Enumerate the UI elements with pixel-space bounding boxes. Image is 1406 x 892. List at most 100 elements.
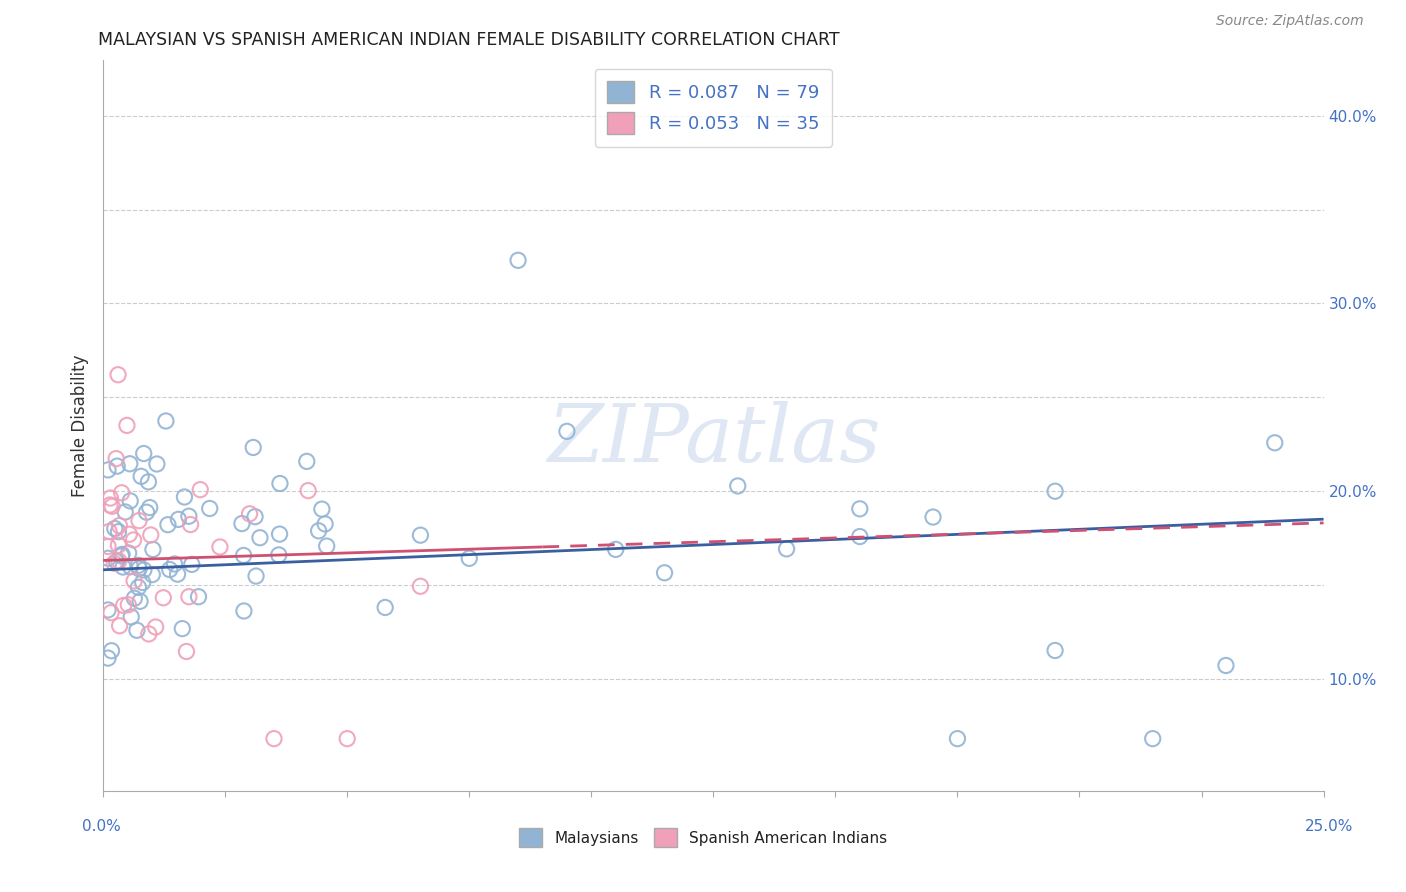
- Point: [946, 731, 969, 746]
- Point: [167, 512, 190, 526]
- Point: [111, 548, 134, 562]
- Point: [98, 524, 121, 539]
- Point: [138, 627, 160, 641]
- Point: [177, 590, 200, 604]
- Point: [107, 368, 129, 382]
- Point: [117, 546, 139, 560]
- Point: [297, 483, 319, 498]
- Point: [138, 475, 160, 489]
- Point: [605, 542, 627, 557]
- Point: [242, 441, 264, 455]
- Point: [177, 509, 200, 524]
- Point: [131, 575, 153, 590]
- Point: [155, 414, 177, 428]
- Point: [97, 540, 120, 554]
- Point: [129, 594, 152, 608]
- Point: [118, 527, 141, 541]
- Point: [97, 651, 120, 665]
- Text: ZIPatlas: ZIPatlas: [547, 401, 880, 479]
- Point: [409, 579, 432, 593]
- Point: [122, 533, 145, 547]
- Point: [120, 610, 142, 624]
- Point: [374, 600, 396, 615]
- Point: [112, 599, 135, 613]
- Point: [308, 524, 330, 538]
- Point: [117, 598, 139, 612]
- Point: [132, 563, 155, 577]
- Point: [128, 514, 150, 528]
- Point: [727, 479, 749, 493]
- Point: [409, 528, 432, 542]
- Point: [159, 563, 181, 577]
- Point: [115, 418, 138, 433]
- Point: [110, 549, 132, 563]
- Point: [198, 501, 221, 516]
- Point: [118, 457, 141, 471]
- Point: [141, 567, 163, 582]
- Point: [267, 548, 290, 562]
- Point: [128, 562, 150, 576]
- Point: [231, 516, 253, 531]
- Legend: Malaysians, Spanish American Indians: Malaysians, Spanish American Indians: [513, 822, 893, 853]
- Point: [180, 558, 202, 572]
- Point: [295, 454, 318, 468]
- Point: [124, 591, 146, 606]
- Point: [188, 483, 211, 497]
- Point: [243, 509, 266, 524]
- Point: [97, 463, 120, 477]
- Point: [104, 521, 127, 535]
- Point: [100, 491, 122, 505]
- Point: [458, 551, 481, 566]
- Point: [163, 557, 186, 571]
- Point: [107, 538, 129, 552]
- Point: [142, 542, 165, 557]
- Point: [654, 566, 676, 580]
- Text: 0.0%: 0.0%: [82, 820, 121, 834]
- Point: [100, 644, 122, 658]
- Point: [1142, 731, 1164, 746]
- Point: [112, 560, 135, 574]
- Point: [187, 590, 209, 604]
- Point: [125, 624, 148, 638]
- Point: [506, 253, 529, 268]
- Point: [120, 559, 142, 574]
- Point: [311, 502, 333, 516]
- Point: [336, 731, 359, 746]
- Point: [1215, 658, 1237, 673]
- Point: [122, 574, 145, 588]
- Point: [314, 516, 336, 531]
- Point: [245, 569, 267, 583]
- Point: [97, 603, 120, 617]
- Point: [232, 549, 254, 563]
- Point: [139, 528, 162, 542]
- Point: [263, 731, 285, 746]
- Point: [127, 580, 149, 594]
- Point: [132, 446, 155, 460]
- Point: [156, 517, 179, 532]
- Y-axis label: Female Disability: Female Disability: [72, 354, 89, 497]
- Point: [775, 541, 797, 556]
- Point: [111, 485, 134, 500]
- Point: [105, 554, 128, 568]
- Point: [232, 604, 254, 618]
- Point: [849, 501, 872, 516]
- Point: [105, 459, 128, 474]
- Point: [138, 500, 160, 515]
- Point: [172, 622, 194, 636]
- Point: [101, 500, 124, 514]
- Point: [1043, 643, 1066, 657]
- Point: [114, 505, 136, 519]
- Point: [166, 567, 188, 582]
- Point: [108, 518, 131, 533]
- Point: [105, 451, 128, 466]
- Text: 25.0%: 25.0%: [1305, 820, 1353, 834]
- Point: [269, 476, 291, 491]
- Point: [315, 539, 337, 553]
- Point: [108, 619, 131, 633]
- Point: [107, 524, 129, 539]
- Point: [239, 507, 262, 521]
- Text: MALAYSIAN VS SPANISH AMERICAN INDIAN FEMALE DISABILITY CORRELATION CHART: MALAYSIAN VS SPANISH AMERICAN INDIAN FEM…: [98, 31, 839, 49]
- Point: [180, 517, 202, 532]
- Point: [100, 606, 122, 620]
- Point: [97, 551, 120, 566]
